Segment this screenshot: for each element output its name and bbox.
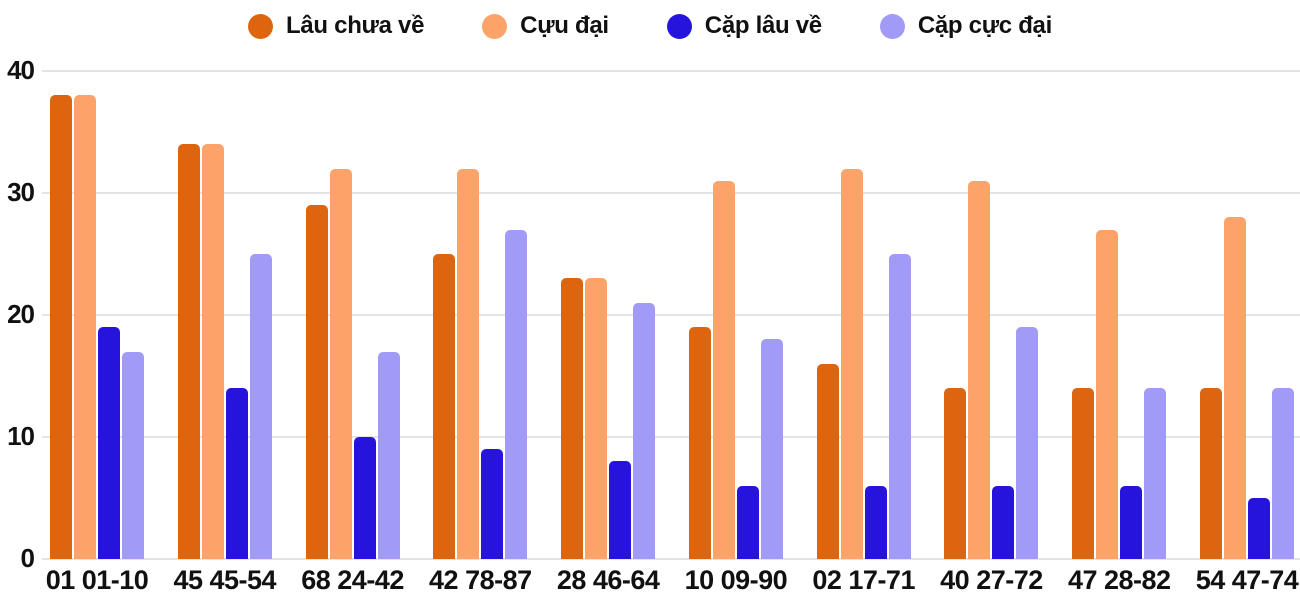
bar-group-4 (433, 168, 528, 559)
bar-s2-g4 (457, 168, 480, 559)
bar-group-7 (816, 168, 911, 559)
bar-s4-g5 (633, 302, 656, 559)
bar-s4-g8 (1016, 327, 1039, 559)
bar-s3-g3 (353, 437, 376, 559)
bar-s1-g10 (1200, 388, 1223, 559)
bar-s1-g5 (561, 278, 584, 559)
gridline-y-30 (42, 192, 1300, 194)
legend-item-series-3[interactable]: Cặp lâu về (666, 12, 822, 40)
bar-s3-g5 (609, 461, 632, 559)
bar-s1-g2 (177, 144, 200, 559)
legend-color-dot-icon (482, 13, 508, 39)
bar-s1-g1 (50, 95, 72, 559)
bar-s2-g7 (840, 168, 863, 559)
bar-s3-g8 (992, 485, 1015, 559)
bar-s4-g3 (377, 351, 400, 559)
bar-s3-g6 (736, 485, 759, 559)
legend-item-label: Cặp lâu về (704, 12, 822, 39)
bar-s2-g3 (329, 168, 352, 559)
y-axis-tick-label: 40 (7, 54, 35, 85)
x-axis-category-label: 42 78-87 (429, 565, 532, 595)
bar-group-10 (1200, 217, 1295, 559)
bar-s4-g9 (1144, 388, 1167, 559)
gridline-y-10 (42, 436, 1300, 438)
legend-item-series-4[interactable]: Cặp cực đại (879, 12, 1052, 40)
bar-s3-g4 (481, 449, 504, 559)
y-axis-tick-label: 20 (7, 298, 35, 329)
legend-color-dot-icon (879, 13, 905, 39)
bar-group-6 (688, 180, 783, 559)
bar-group-3 (305, 168, 400, 559)
bar-s2-g1 (74, 95, 96, 559)
x-axis-category-label: 01 01-10 (45, 565, 149, 595)
legend-item-label: Cựu đại (520, 12, 609, 39)
legend-item-series-1[interactable]: Lâu chưa về (248, 12, 424, 40)
bar-s1-g7 (816, 363, 839, 559)
y-axis-tick-label: 30 (7, 176, 35, 207)
x-axis-category-label: 40 27-72 (940, 565, 1043, 595)
x-axis-category-label: 47 28-82 (1067, 565, 1171, 595)
x-axis-category-label: 68 24-42 (301, 565, 404, 595)
bar-group-8 (944, 180, 1039, 559)
bar-s4-g7 (888, 254, 911, 559)
x-axis-category-label: 02 17-71 (812, 565, 915, 595)
bar-s4-g2 (249, 254, 272, 559)
x-axis-category-label: 45 45-54 (173, 565, 277, 595)
legend-item-label: Cặp cực đại (917, 12, 1052, 39)
x-axis-category-label: 10 09-90 (684, 565, 788, 595)
chart-legend: Lâu chưa về Cựu đại Cặp lâu về Cặp cực đại (0, 4, 1300, 48)
bar-group-5 (561, 278, 656, 559)
y-axis-tick-label: 0 (20, 542, 35, 573)
legend-color-dot-icon (248, 13, 274, 39)
bar-s4-g6 (760, 339, 783, 559)
bar-s1-g8 (944, 388, 967, 559)
bar-s3-g1 (98, 327, 120, 559)
y-axis-tick-label: 10 (7, 420, 35, 451)
bar-s2-g5 (585, 278, 608, 559)
bar-s4-g4 (505, 229, 528, 559)
bar-s2-g2 (201, 144, 224, 559)
x-axis-category-label: 28 46-64 (556, 565, 660, 595)
bar-group-9 (1072, 229, 1167, 559)
bar-s2-g10 (1224, 217, 1247, 559)
bar-s1-g6 (688, 327, 711, 559)
bar-s3-g7 (864, 485, 887, 559)
bar-s4-g1 (122, 351, 144, 559)
bar-s3-g9 (1120, 485, 1143, 559)
bar-s1-g9 (1072, 388, 1095, 559)
bar-s1-g4 (433, 254, 456, 559)
bar-s2-g6 (712, 180, 735, 559)
bar-s4-g10 (1272, 388, 1295, 559)
gridline-y-20 (42, 314, 1300, 316)
bar-s3-g2 (225, 388, 248, 559)
legend-item-series-2[interactable]: Cựu đại (482, 12, 609, 40)
legend-item-label: Lâu chưa về (286, 12, 425, 39)
bar-group-1 (50, 95, 144, 559)
gridline-y-0 (42, 558, 1300, 560)
legend-color-dot-icon (666, 13, 692, 39)
x-axis-category-label: 54 47-74 (1195, 565, 1299, 595)
bar-s2-g9 (1096, 229, 1119, 559)
bar-s1-g3 (305, 205, 328, 559)
bar-s2-g8 (968, 180, 991, 559)
gridline-y-40 (42, 70, 1300, 72)
bar-s3-g10 (1248, 498, 1271, 559)
bar-group-2 (177, 144, 272, 559)
